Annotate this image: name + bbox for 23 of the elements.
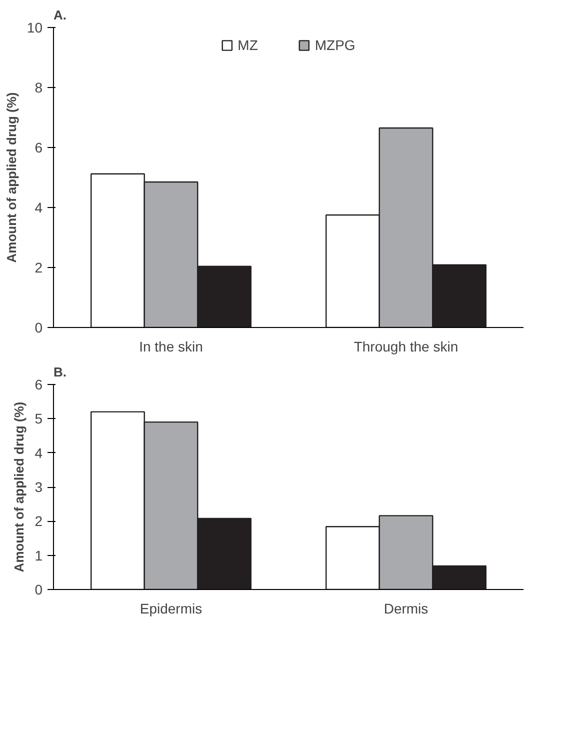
x-tick-label: Through the skin xyxy=(354,338,458,354)
y-tick-label: 10 xyxy=(26,20,43,36)
legend-label: MZPG xyxy=(314,37,356,53)
y-tick-label: 2 xyxy=(34,513,43,530)
chart-title: B. xyxy=(54,364,66,380)
y-tick-label: 4 xyxy=(34,200,43,216)
legend-label: MZ xyxy=(238,37,258,53)
y-tick-label: 3 xyxy=(34,479,43,495)
x-tick-label: Dermis xyxy=(384,600,428,616)
y-tick-label: 0 xyxy=(34,582,43,598)
y-tick-label: 2 xyxy=(34,260,43,276)
x-tick-label: In the skin xyxy=(139,338,203,354)
x-tick-label: Epidermis xyxy=(140,600,202,616)
y-axis-title: Amount of applied drug (%) xyxy=(4,92,19,263)
y-tick-label: 1 xyxy=(34,547,43,564)
y-tick-label: 0 xyxy=(34,320,43,336)
chart-title: A. xyxy=(54,8,66,22)
y-tick-label: 6 xyxy=(34,140,43,156)
y-tick-label: 4 xyxy=(34,444,43,461)
y-axis-title: Amount of applied drug (%) xyxy=(12,402,27,572)
y-tick-label: 8 xyxy=(34,80,43,96)
y-tick-label: 5 xyxy=(34,410,43,427)
y-tick-label: 6 xyxy=(34,376,43,392)
